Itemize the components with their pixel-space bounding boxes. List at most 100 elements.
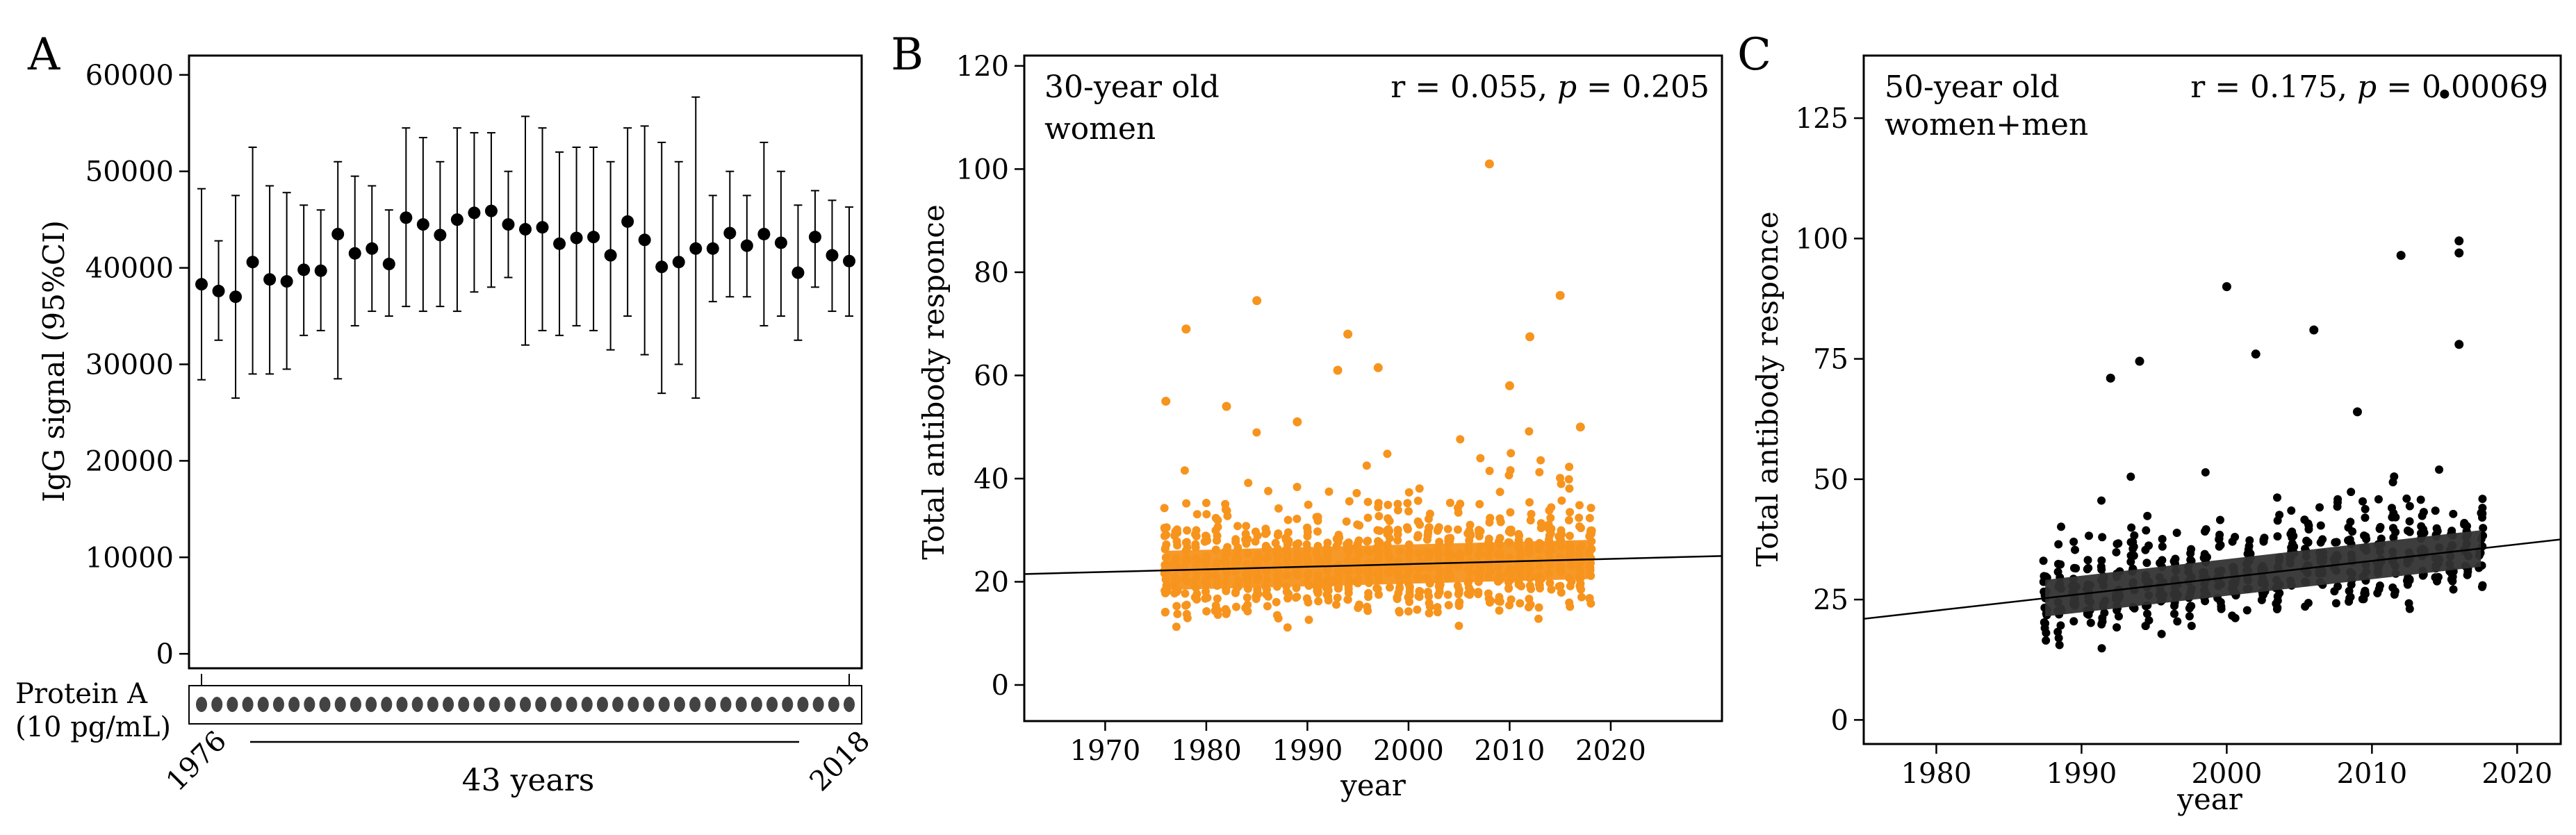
a-point [331,227,345,240]
data-point [2143,609,2152,618]
data-point [2228,611,2237,620]
data-point [1172,588,1181,597]
data-point [2126,551,2135,560]
protein-a-band [720,697,732,712]
data-point [1182,600,1191,609]
y-tick-label: 0 [992,670,1009,702]
a-ytick-label: 50000 [85,156,174,188]
data-point [1242,593,1252,602]
a-ytick-label: 0 [156,638,174,670]
data-point [2056,621,2065,630]
data-point [2361,504,2370,513]
y-tick-label: 0 [1831,704,1848,736]
outlier-point [1575,422,1585,432]
data-point [1343,595,1352,604]
data-point [1385,583,1394,592]
data-point [2186,555,2195,564]
data-point [1172,602,1181,611]
data-point [1415,484,1424,493]
a-point [297,263,311,276]
data-point [1283,594,1293,603]
data-point [1557,479,1566,488]
data-point [1221,605,1230,614]
a-point [672,256,685,269]
data-point [1183,526,1192,535]
data-point [1504,584,1513,593]
data-point [1274,529,1283,538]
data-point [2345,535,2354,544]
data-point [2130,531,2139,540]
protein-a-band [381,697,393,712]
protein-a-band [334,697,346,712]
data-point [1160,524,1170,534]
outlier-point [1222,402,1231,411]
outlier-point [2309,325,2319,335]
x-start-label: 1976 [161,725,233,798]
x-tick-label: 2020 [1575,735,1646,767]
data-point [1304,500,1313,509]
data-point [2300,515,2309,524]
data-point [1425,609,1434,618]
data-point [1527,509,1536,518]
protein-a-band [596,697,608,712]
data-point [2217,604,2226,613]
strip-label-line2: (10 pg/mL) [15,711,171,743]
data-point [1283,540,1293,549]
data-point [2333,495,2343,504]
panel-c-y-axis-label: Total antibody responce [1750,211,1785,566]
protein-a-band [396,697,408,712]
data-point [1314,597,1323,606]
data-point [2435,465,2444,474]
data-point [2405,502,2414,511]
data-point [1576,524,1585,533]
a-point [195,278,208,291]
data-point [1425,592,1434,601]
data-point [1484,534,1493,543]
protein-a-band [705,697,716,712]
data-point [2114,612,2123,621]
data-point [1515,531,1524,540]
a-point [621,215,634,228]
a-point [655,261,668,274]
data-point [1160,608,1170,617]
a-point [706,242,719,255]
data-point [2057,522,2066,531]
protein-a-band [550,697,562,712]
data-point [1173,528,1182,537]
data-point [1393,536,1402,545]
a-point [416,218,429,231]
data-point [1353,520,1362,529]
protein-a-band [350,697,361,712]
data-point [1261,529,1270,538]
protein-a-band [257,697,269,712]
data-point [2113,623,2122,632]
data-point [2331,538,2340,547]
data-point [1496,518,1505,527]
data-point [1192,526,1201,535]
outlier-point [1525,332,1535,342]
data-point [2272,604,2281,613]
data-point [2333,582,2343,591]
data-point [1525,427,1534,436]
data-point [1374,499,1383,508]
data-point [1192,510,1201,519]
data-point [1201,499,1211,508]
data-point [1362,461,1371,470]
data-point [1211,601,1220,610]
data-point [1535,468,1544,477]
data-point [2200,527,2209,536]
protein-a-band [242,697,254,712]
a-ytick-label: 20000 [85,445,174,477]
data-point [1251,527,1260,536]
protein-a-band [844,697,855,712]
y-tick-label: 125 [1796,103,1848,135]
data-point [1402,523,1411,532]
data-point [1324,487,1334,496]
data-point [1464,583,1473,592]
data-point [1304,615,1313,625]
y-tick-label: 25 [1813,584,1848,616]
outlier-point [1343,329,1353,339]
y-tick-label: 120 [956,51,1009,83]
data-point [2273,596,2282,605]
data-point [2361,532,2370,541]
